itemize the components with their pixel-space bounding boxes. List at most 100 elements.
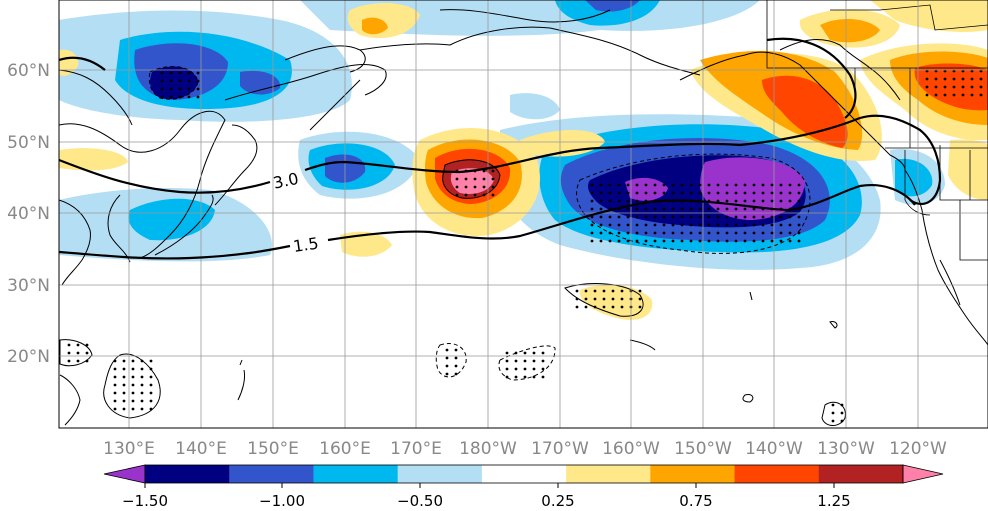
colorbar-label-neg-1-00: −1.00 xyxy=(259,492,305,510)
stipple-dot xyxy=(590,191,594,195)
stipple-dot xyxy=(797,199,801,203)
stipple-dot xyxy=(952,77,956,81)
stipple-dot xyxy=(638,297,642,301)
colorbar-swatch xyxy=(397,465,483,483)
stipple-dot xyxy=(599,239,603,243)
stipple-dot xyxy=(635,231,639,235)
stipple-dot xyxy=(590,207,594,211)
stipple-dot xyxy=(455,193,459,197)
stipple-dot xyxy=(761,215,765,219)
stipple-dot xyxy=(608,191,612,195)
stipple-dot xyxy=(779,239,783,243)
stipple-dot xyxy=(131,375,135,379)
stipple-dot xyxy=(620,305,624,309)
stipple-dot xyxy=(671,231,675,235)
stipple-dot xyxy=(671,239,675,243)
stipple-dot xyxy=(617,223,621,227)
stipple-dot xyxy=(122,383,126,387)
stipple-dot xyxy=(131,359,135,363)
stipple-dot xyxy=(707,215,711,219)
stipple-dot xyxy=(541,375,545,379)
lon-label-170e: 170°E xyxy=(390,439,442,459)
stipple-dot xyxy=(743,183,747,187)
stipple-dot xyxy=(716,183,720,187)
stipple-dot xyxy=(611,289,615,293)
stipple-dot xyxy=(113,375,117,379)
stipple-dot xyxy=(626,183,630,187)
stipple-dot xyxy=(523,359,527,363)
stipple-dot xyxy=(482,177,486,181)
stipple-dot xyxy=(160,79,164,83)
stipple-dot xyxy=(689,239,693,243)
stipple-dot xyxy=(779,231,783,235)
stipple-dot xyxy=(131,407,135,411)
stipple-dot xyxy=(67,343,71,347)
stipple-dot xyxy=(187,87,191,91)
stipple-dot xyxy=(76,351,80,355)
stipple-dot xyxy=(455,177,459,181)
stipple-dot xyxy=(140,391,144,395)
stipple-dot xyxy=(113,383,117,387)
stipple-dot xyxy=(149,375,153,379)
stipple-dot xyxy=(514,367,518,371)
colorbar-swatch xyxy=(566,465,651,483)
stipple-dot xyxy=(979,77,983,81)
colorbar-label-0-75: 0.75 xyxy=(679,492,712,510)
colorbar-tick-labels: −1.50 −1.00 −0.50 0.25 0.75 1.25 xyxy=(122,492,851,510)
lat-label-20n: 20°N xyxy=(7,347,50,367)
stipple-dot xyxy=(761,231,765,235)
stipple-dot xyxy=(725,191,729,195)
stipple-dot xyxy=(644,183,648,187)
stipple-dot xyxy=(635,191,639,195)
stipple-dot xyxy=(770,223,774,227)
stipple-dot xyxy=(523,351,527,355)
stipple-dot xyxy=(140,407,144,411)
stipple-dot xyxy=(934,77,938,81)
contour-3-0 xyxy=(59,114,942,205)
stipple-dot xyxy=(608,239,612,243)
lon-label-130e: 130°E xyxy=(103,439,155,459)
stipple-dot xyxy=(617,191,621,195)
stipple-dot xyxy=(160,87,164,91)
stipple-dot xyxy=(644,239,648,243)
stipple-dot xyxy=(491,177,495,181)
stipple-dot xyxy=(743,231,747,235)
stipple-dot xyxy=(76,343,80,347)
stipple-dot xyxy=(707,231,711,235)
stipple-dot xyxy=(76,359,80,363)
stipple-dot xyxy=(445,364,449,368)
stipple-dot xyxy=(149,399,153,403)
stipple-dot xyxy=(575,305,579,309)
stipple-dot xyxy=(788,191,792,195)
stipple-dot xyxy=(761,199,765,203)
stipple-dot xyxy=(797,183,801,187)
stipple-dot xyxy=(770,191,774,195)
stipple-dot xyxy=(734,191,738,195)
stipple-dot xyxy=(952,93,956,97)
stipple-dot xyxy=(160,95,164,99)
stipple-dot xyxy=(743,239,747,243)
stipple-dot xyxy=(662,207,666,211)
stipple-dot xyxy=(680,207,684,211)
stipple-dot xyxy=(131,391,135,395)
stipple-dot xyxy=(187,71,191,75)
stipple-dot xyxy=(85,351,89,355)
stipple-dot xyxy=(743,199,747,203)
stipple-dot xyxy=(140,367,144,371)
longitude-labels: 130°E 140°E 150°E 160°E 170°E 180°W 170°… xyxy=(103,439,947,459)
stipple-dot xyxy=(653,223,657,227)
colorbar: −1.50 −1.00 −0.50 0.25 0.75 1.25 xyxy=(103,464,944,510)
lon-label-160w: 160°W xyxy=(602,439,660,459)
colorbar-label-neg-1-50: −1.50 xyxy=(122,492,168,510)
stipple-dot xyxy=(934,93,938,97)
stipple-dot xyxy=(680,183,684,187)
stipple-dot xyxy=(970,77,974,81)
stipple-dot xyxy=(169,79,173,83)
stipple-dot xyxy=(725,207,729,211)
stipple-dot xyxy=(734,239,738,243)
stipple-dot xyxy=(644,223,648,227)
stipple-dot xyxy=(925,85,929,89)
stipple-dot xyxy=(113,391,117,395)
stipple-dot xyxy=(644,207,648,211)
stipple-dot xyxy=(608,183,612,187)
